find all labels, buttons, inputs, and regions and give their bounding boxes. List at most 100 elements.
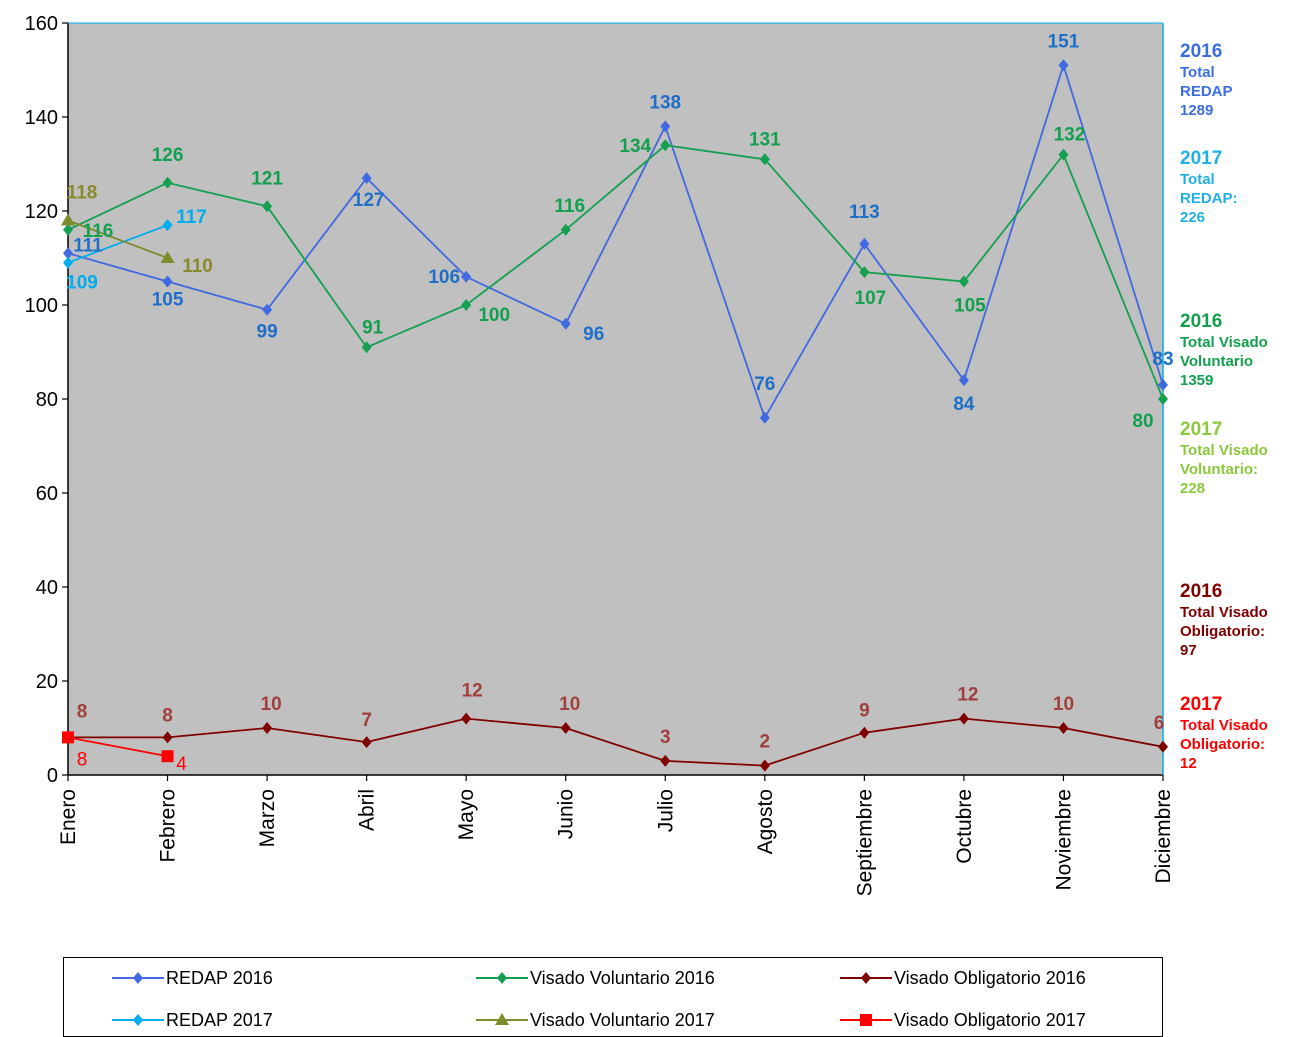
- annotation-line: Total Visado: [1180, 717, 1268, 734]
- data-label: 107: [855, 288, 887, 309]
- legend-label: Visado Obligatorio 2017: [894, 1009, 1086, 1030]
- data-label: 8: [77, 749, 88, 770]
- legend-label: Visado Voluntario 2017: [530, 1009, 715, 1030]
- series-line-5: [67, 736, 168, 758]
- data-point: [1158, 378, 1168, 391]
- annotation-line: Total Visado: [1180, 604, 1268, 621]
- y-tick-label: 20: [36, 671, 58, 693]
- data-label: 134: [619, 136, 651, 157]
- x-tick-label: Mayo: [455, 789, 478, 840]
- data-point: [361, 172, 372, 185]
- legend-swatch: [840, 972, 892, 984]
- legend-label: REDAP 2017: [166, 1009, 273, 1030]
- annotation-line: Voluntario:: [1180, 461, 1259, 478]
- data-point: [262, 303, 273, 316]
- annotation-line: Obligatorio:: [1180, 736, 1265, 753]
- annotation-line: Total Visado: [1180, 334, 1268, 351]
- data-label: 8: [162, 705, 173, 726]
- annotation-line: 1289: [1180, 102, 1214, 119]
- data-point: [759, 411, 770, 424]
- data-label: 113: [849, 202, 880, 223]
- data-point: [162, 219, 173, 232]
- x-tick-label: Febrero: [157, 789, 180, 863]
- data-point: [560, 722, 571, 734]
- data-point: [162, 176, 173, 189]
- annotation-line: REDAP:: [1180, 190, 1238, 207]
- data-label: 2: [760, 732, 771, 753]
- y-tick-label: 0: [47, 765, 58, 787]
- annotation-line: 97: [1180, 642, 1197, 659]
- legend-item: REDAP 2016: [112, 968, 273, 988]
- data-label: 111: [73, 235, 103, 256]
- annotation-year: 2017: [1180, 419, 1223, 440]
- x-tick-label: Agosto: [754, 789, 777, 854]
- x-tick-label: Marzo: [256, 789, 279, 847]
- data-point: [958, 275, 969, 288]
- legend-swatch: [476, 972, 528, 984]
- data-label: 121: [251, 168, 283, 189]
- data-label: 132: [1054, 125, 1086, 146]
- data-label: 12: [957, 685, 978, 706]
- data-point: [859, 266, 870, 279]
- series-line-1: [67, 144, 1164, 400]
- x-tick-label: Diciembre: [1152, 789, 1175, 884]
- y-tick-label: 40: [36, 577, 58, 599]
- data-label: 84: [953, 394, 975, 415]
- legend-label: Visado Voluntario 2016: [530, 967, 715, 988]
- data-point: [859, 237, 870, 250]
- data-label: 106: [428, 267, 460, 288]
- data-label: 99: [257, 322, 278, 343]
- data-label: 118: [67, 182, 98, 203]
- annotation-year: 2016: [1180, 311, 1223, 332]
- data-label: 126: [152, 145, 184, 166]
- annotation-line: Total: [1180, 64, 1215, 81]
- data-point: [461, 270, 472, 283]
- data-label: 10: [559, 694, 580, 715]
- legend-item: Visado Voluntario 2016: [476, 968, 715, 988]
- data-point: [759, 153, 770, 166]
- total-annotation: 2016 Total REDAP 1289: [1180, 40, 1233, 120]
- data-point: [660, 120, 671, 133]
- data-label: 127: [353, 190, 385, 211]
- data-label: 138: [649, 92, 681, 113]
- data-point: [1058, 59, 1069, 72]
- data-point: [160, 251, 175, 263]
- y-tick-label: 120: [25, 201, 58, 223]
- legend-swatch: [112, 1014, 164, 1026]
- data-point: [63, 247, 73, 260]
- annotation-line: 12: [1180, 755, 1197, 772]
- data-label: 96: [583, 324, 604, 345]
- legend-item: REDAP 2017: [112, 1010, 273, 1030]
- annotation-line: Obligatorio:: [1180, 623, 1265, 640]
- x-tick-label: Enero: [57, 789, 80, 845]
- y-tick-label: 140: [25, 107, 58, 129]
- data-label: 6: [1154, 713, 1165, 734]
- total-annotation: 2016 Total Visado Obligatorio: 97: [1180, 580, 1268, 660]
- data-label: 4: [176, 754, 187, 775]
- data-label: 109: [66, 273, 98, 294]
- y-tick-label: 100: [25, 295, 58, 317]
- plot-area: [68, 23, 1163, 775]
- data-point: [859, 726, 870, 739]
- data-point: [162, 275, 173, 288]
- data-label: 91: [362, 317, 384, 338]
- data-label: 7: [361, 710, 372, 731]
- annotation-line: Total: [1180, 171, 1215, 188]
- data-point: [262, 722, 273, 734]
- data-point: [162, 731, 173, 744]
- y-tick-label: 80: [36, 389, 58, 411]
- data-point: [1158, 740, 1168, 753]
- data-label: 117: [176, 207, 207, 228]
- annotation-line: 226: [1180, 209, 1206, 226]
- annotation-line: 228: [1180, 480, 1206, 497]
- data-point: [560, 317, 571, 330]
- data-point: [759, 759, 770, 772]
- data-point: [63, 223, 73, 236]
- legend-label: REDAP 2016: [166, 967, 273, 988]
- total-annotation: 2016 Total Visado Voluntario 1359: [1180, 310, 1268, 390]
- legend-item: Visado Obligatorio 2017: [840, 1010, 1086, 1030]
- data-label: 116: [83, 221, 114, 242]
- series-line-3: [67, 224, 168, 264]
- x-tick-label: Junio: [555, 789, 578, 839]
